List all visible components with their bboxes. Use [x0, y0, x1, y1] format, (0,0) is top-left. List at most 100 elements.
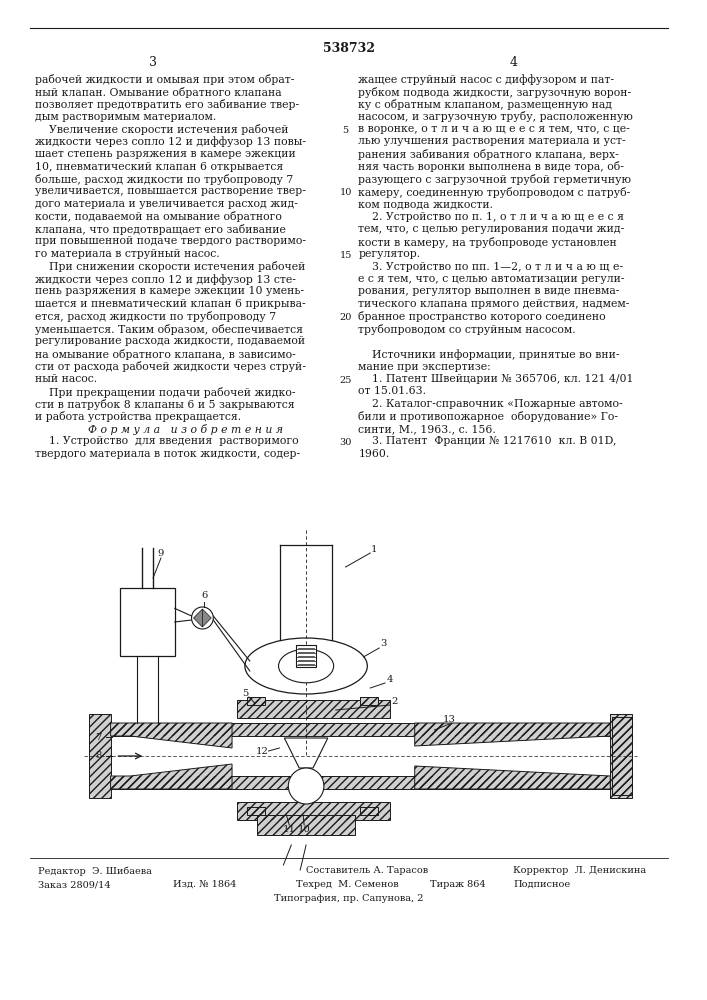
Text: от 15.01.63.: от 15.01.63.: [358, 386, 426, 396]
Text: 7: 7: [95, 734, 102, 742]
Text: кости в камеру, на трубопроводе установлен: кости в камеру, на трубопроводе установл…: [358, 236, 617, 247]
Text: Тираж 864: Тираж 864: [430, 880, 485, 889]
Text: При прекращении подачи рабочей жидко-: При прекращении подачи рабочей жидко-: [35, 386, 295, 397]
Bar: [361, 807, 378, 815]
Text: 12: 12: [255, 748, 268, 756]
Text: 2. Каталог-справочник «Пожарные автомо-: 2. Каталог-справочник «Пожарные автомо-: [358, 399, 623, 409]
Text: лью улучшения растворения материала и уст-: лью улучшения растворения материала и ус…: [358, 136, 626, 146]
Bar: [257, 815, 356, 835]
Text: 1960.: 1960.: [358, 449, 390, 459]
Polygon shape: [194, 609, 202, 627]
Text: Ф о р м у л а   и з о б р е т е н и я: Ф о р м у л а и з о б р е т е н и я: [88, 424, 283, 435]
Bar: [247, 697, 264, 705]
Bar: [612, 717, 632, 795]
Text: ный насос.: ный насос.: [35, 374, 97, 384]
Text: сти от расхода рабочей жидкости через струй-: сти от расхода рабочей жидкости через ст…: [35, 361, 305, 372]
Text: 2. Устройство по п. 1, о т л и ч а ю щ е е с я: 2. Устройство по п. 1, о т л и ч а ю щ е…: [358, 212, 624, 222]
Text: бранное пространство которого соединено: бранное пространство которого соединено: [358, 312, 606, 322]
Text: 4: 4: [387, 676, 393, 684]
Polygon shape: [284, 738, 328, 768]
Text: Редактор  Э. Шибаева: Редактор Э. Шибаева: [37, 866, 151, 876]
Text: ный клапан. Омывание обратного клапана: ный клапан. Омывание обратного клапана: [35, 87, 281, 98]
Bar: [110, 776, 610, 789]
Text: 1: 1: [370, 546, 377, 554]
Text: При снижении скорости истечения рабочей: При снижении скорости истечения рабочей: [35, 261, 305, 272]
Text: на омывание обратного клапана, в зависимо-: на омывание обратного клапана, в зависим…: [35, 349, 296, 360]
Text: твердого материала в поток жидкости, содер-: твердого материала в поток жидкости, сод…: [35, 449, 300, 459]
Text: Увеличение скорости истечения рабочей: Увеличение скорости истечения рабочей: [35, 124, 288, 135]
Polygon shape: [110, 764, 232, 789]
Ellipse shape: [279, 649, 334, 683]
Text: дым растворимым материалом.: дым растворимым материалом.: [35, 111, 216, 121]
Text: 3. Патент  Франции № 1217610  кл. В 01D,: 3. Патент Франции № 1217610 кл. В 01D,: [358, 436, 617, 446]
Text: 3: 3: [149, 55, 157, 68]
Bar: [89, 714, 110, 798]
Text: регулятор.: регулятор.: [358, 249, 421, 259]
Polygon shape: [110, 723, 232, 748]
Text: рования, регулятор выполнен в виде пневма-: рования, регулятор выполнен в виде пневм…: [358, 286, 620, 296]
Text: 25: 25: [339, 376, 352, 385]
Text: жидкости через сопло 12 и диффузор 13 сте-: жидкости через сопло 12 и диффузор 13 ст…: [35, 274, 296, 285]
Bar: [610, 714, 632, 798]
Text: Составитель А. Тарасов: Составитель А. Тарасов: [306, 866, 428, 875]
Bar: [237, 700, 390, 718]
Bar: [610, 714, 632, 798]
Polygon shape: [202, 609, 211, 627]
Text: Подписное: Подписное: [513, 880, 571, 889]
Text: рубком подвода жидкости, загрузочную ворон-: рубком подвода жидкости, загрузочную вор…: [358, 87, 631, 98]
Bar: [237, 700, 390, 718]
Text: позволяет предотвратить его забивание твер-: позволяет предотвратить его забивание тв…: [35, 99, 298, 110]
Text: 3. Устройство по пп. 1—2, о т л и ч а ю щ е-: 3. Устройство по пп. 1—2, о т л и ч а ю …: [358, 261, 624, 271]
Text: ется, расход жидкости по трубопроводу 7: ется, расход жидкости по трубопроводу 7: [35, 312, 276, 322]
Bar: [257, 815, 356, 835]
Text: насосом, и загрузочную трубу, расположенную: насосом, и загрузочную трубу, расположен…: [358, 111, 633, 122]
Circle shape: [288, 768, 324, 804]
Text: 1. Устройство  для введения  растворимого: 1. Устройство для введения растворимого: [35, 436, 298, 446]
Bar: [612, 717, 632, 795]
Bar: [361, 697, 378, 705]
Text: 20: 20: [339, 313, 352, 322]
Text: мание при экспертизе:: мание при экспертизе:: [358, 361, 491, 371]
Text: 4: 4: [510, 55, 518, 68]
Text: регулирование расхода жидкости, подаваемой: регулирование расхода жидкости, подаваем…: [35, 336, 305, 347]
Text: 3: 3: [380, 639, 386, 648]
Bar: [110, 723, 610, 736]
Bar: [110, 776, 610, 789]
Text: Корректор  Л. Денискина: Корректор Л. Денискина: [513, 866, 647, 875]
Text: тем, что, с целью регулирования подачи жид-: тем, что, с целью регулирования подачи ж…: [358, 224, 625, 234]
Text: Источники информации, принятые во вни-: Источники информации, принятые во вни-: [358, 349, 620, 360]
Text: 2: 2: [392, 698, 398, 706]
Text: шается и пневматический клапан 6 прикрыва-: шается и пневматический клапан 6 прикрыв…: [35, 299, 305, 309]
Bar: [296, 645, 316, 667]
Text: ку с обратным клапаном, размещенную над: ку с обратным клапаном, размещенную над: [358, 99, 612, 110]
Text: 10, пневматический клапан 6 открывается: 10, пневматический клапан 6 открывается: [35, 161, 283, 172]
Text: 10: 10: [298, 826, 310, 834]
Text: 5: 5: [342, 126, 349, 135]
Bar: [247, 697, 264, 705]
Text: 10: 10: [339, 188, 352, 197]
Text: 1. Патент Швейцарии № 365706, кл. 121 4/01: 1. Патент Швейцарии № 365706, кл. 121 4/…: [358, 374, 634, 384]
Text: клапана, что предотвращает его забивание: клапана, что предотвращает его забивание: [35, 224, 286, 235]
Bar: [89, 714, 110, 798]
Text: Заказ 2809/14: Заказ 2809/14: [37, 880, 110, 889]
Bar: [237, 802, 390, 820]
Text: шает степень разряжения в камере эжекции: шает степень разряжения в камере эжекции: [35, 149, 296, 159]
Text: пень разряжения в камере эжекции 10 умень-: пень разряжения в камере эжекции 10 умен…: [35, 286, 303, 296]
Bar: [361, 807, 378, 815]
Text: больше, расход жидкости по трубопроводу 7: больше, расход жидкости по трубопроводу …: [35, 174, 293, 185]
Text: кости, подаваемой на омывание обратного: кости, подаваемой на омывание обратного: [35, 212, 281, 223]
Text: трубопроводом со струйным насосом.: трубопроводом со струйным насосом.: [358, 324, 576, 335]
Polygon shape: [415, 766, 610, 789]
Text: Техред  М. Семенов: Техред М. Семенов: [296, 880, 399, 889]
Text: 538732: 538732: [322, 41, 375, 54]
Bar: [237, 802, 390, 820]
Text: уменьшается. Таким образом, обеспечивается: уменьшается. Таким образом, обеспечивает…: [35, 324, 303, 335]
Ellipse shape: [245, 638, 368, 694]
Text: 13: 13: [443, 716, 456, 724]
Text: рабочей жидкости и омывая при этом обрат-: рабочей жидкости и омывая при этом обрат…: [35, 74, 294, 85]
Text: 5: 5: [242, 690, 248, 698]
Text: дого материала и увеличивается расход жид-: дого материала и увеличивается расход жи…: [35, 199, 298, 209]
Bar: [361, 697, 378, 705]
Text: няя часть воронки выполнена в виде тора, об-: няя часть воронки выполнена в виде тора,…: [358, 161, 624, 172]
Text: 30: 30: [339, 438, 352, 447]
